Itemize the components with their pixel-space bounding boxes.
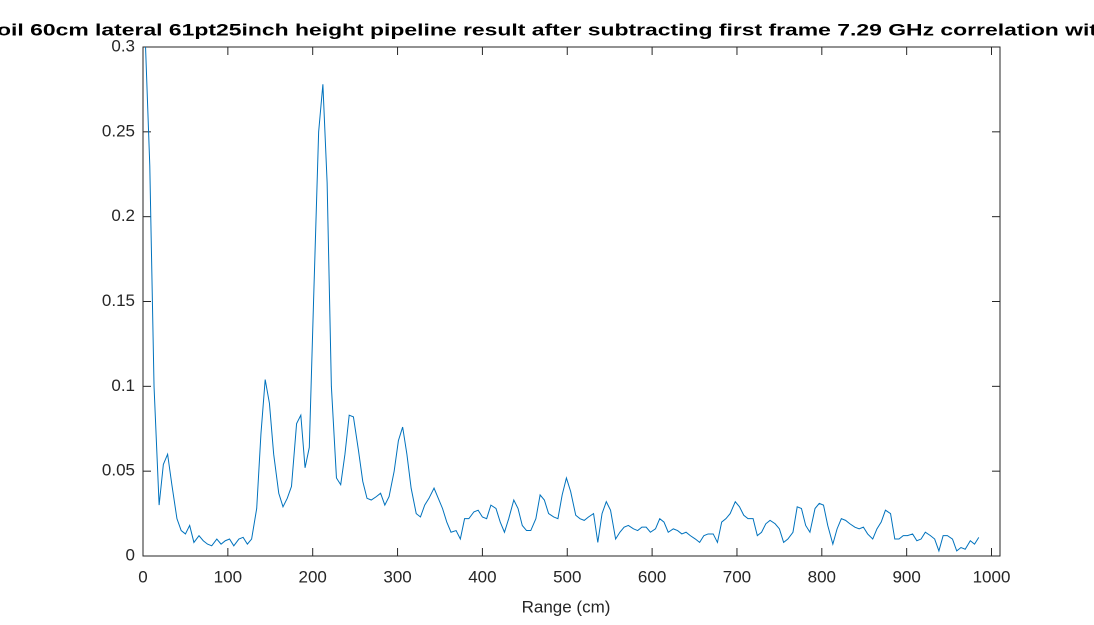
- x-tick-label: 800: [808, 567, 836, 586]
- x-tick-label: 100: [214, 567, 242, 586]
- x-axis-label: Range (cm): [522, 597, 611, 616]
- y-tick-label: 0: [126, 545, 135, 564]
- x-tick-label: 700: [723, 567, 751, 586]
- x-tick-label: 900: [892, 567, 920, 586]
- y-tick-label: 0.05: [102, 461, 135, 480]
- x-tick-label: 500: [553, 567, 581, 586]
- y-tick-label: 0.15: [102, 291, 135, 310]
- y-tick-label: 0.2: [111, 206, 135, 225]
- x-tick-label: 0: [138, 567, 147, 586]
- x-tick-label: 200: [299, 567, 327, 586]
- chart-title: oil 60cm lateral 61pt25inch height pipel…: [0, 20, 1094, 39]
- y-tick-label: 0.1: [111, 376, 135, 395]
- data-line: [145, 46, 980, 553]
- y-tick-label: 0.3: [111, 36, 135, 55]
- x-tick-label: 1000: [973, 567, 1011, 586]
- x-tick-label: 300: [383, 567, 411, 586]
- y-tick-label: 0.25: [102, 121, 135, 140]
- x-tick-label: 400: [468, 567, 496, 586]
- x-tick-label: 600: [638, 567, 666, 586]
